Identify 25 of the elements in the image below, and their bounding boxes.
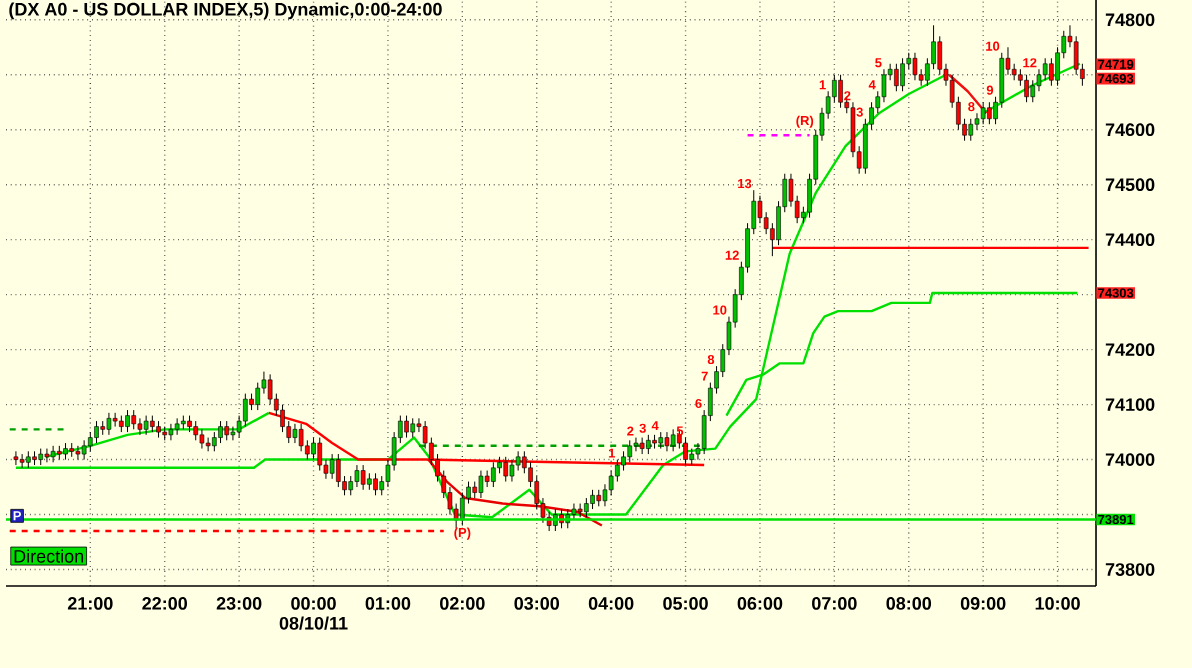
y-tick-label: 74600 [1105, 123, 1155, 137]
x-tick-label: 01:00 [365, 597, 411, 610]
y-tick-label: 73800 [1105, 563, 1155, 576]
x-tick-label: 22:00 [142, 597, 188, 610]
x-tick-label: 10:00 [1035, 597, 1080, 610]
x-tick-label: 23:00 [216, 597, 262, 610]
x-tick-label: 00:00 [291, 597, 336, 610]
x-tick-label: 03:00 [514, 597, 560, 610]
chart-title: (DX A0 - US DOLLAR INDEX,5) Dynamic,0:00-24:00 [9, 2, 442, 20]
x-tick-label: 21:00 [67, 597, 113, 610]
x-tick-label: 07:00 [812, 597, 857, 610]
annotation: Direction [14, 549, 83, 563]
x-tick-label: 06:00 [737, 597, 783, 610]
x-tick-label: 04:00 [588, 597, 634, 610]
text: 08/10/11 [279, 616, 348, 630]
y-tick-label: 74000 [1105, 453, 1155, 466]
x-tick-label: 08:00 [886, 597, 932, 610]
y-tick-label: 74400 [1105, 233, 1155, 247]
x-tick-label: 02:00 [440, 597, 485, 610]
x-tick-label: 09:00 [960, 597, 1006, 610]
y-tick-label: 74800 [1105, 13, 1155, 27]
y-tick-label: 74200 [1105, 343, 1155, 356]
x-tick-label: 05:00 [663, 597, 708, 610]
y-tick-label: 74500 [1105, 178, 1155, 192]
y-tick-label: 74100 [1105, 398, 1155, 411]
